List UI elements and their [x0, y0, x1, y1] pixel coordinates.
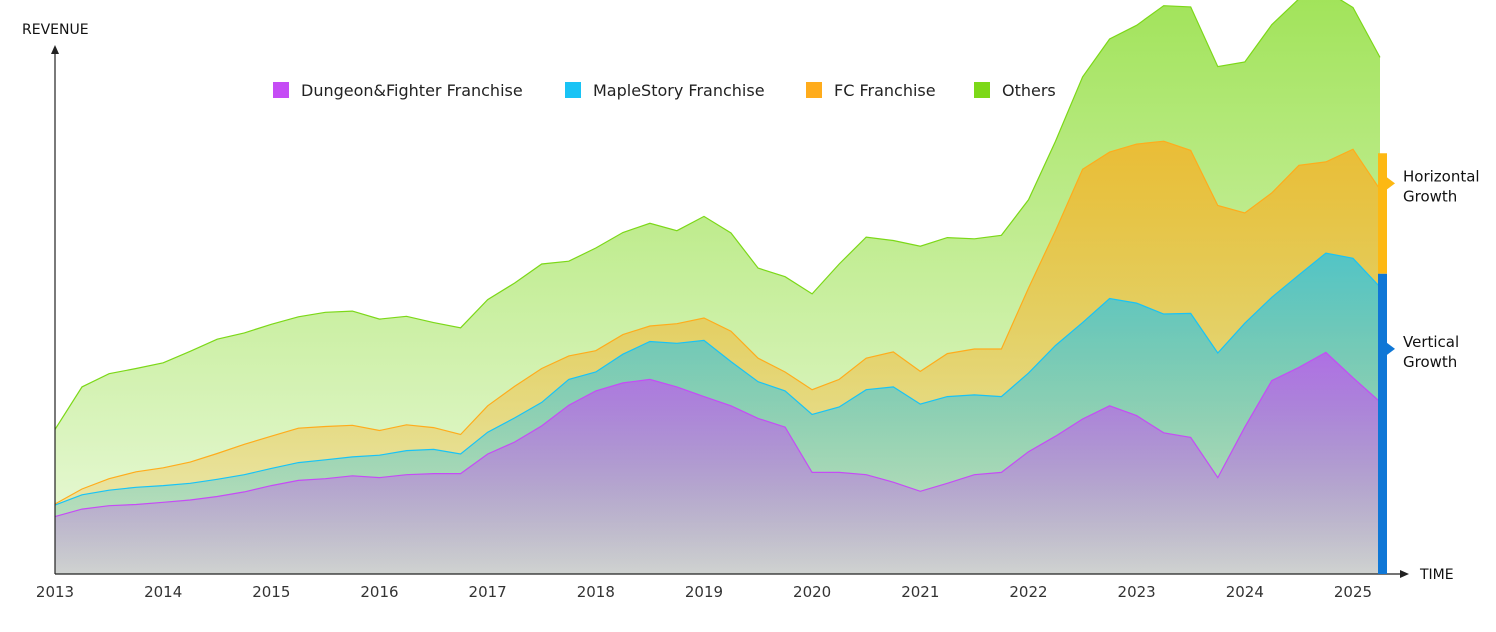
x-tick-labels: 2013 2014 2015 2016 2017 2018 2019 2020 2021 2022… — [36, 583, 1372, 601]
horizontal-growth-bar — [1378, 153, 1387, 274]
legend-swatch-fc-franchise — [806, 82, 822, 98]
x-tick-label: 2019 — [685, 583, 723, 601]
x-tick-label: 2018 — [577, 583, 615, 601]
vertical-growth-pointer — [1387, 342, 1395, 355]
x-tick-label: 2014 — [144, 583, 182, 601]
x-tick-label: 2015 — [252, 583, 290, 601]
x-tick-label: 2021 — [901, 583, 939, 601]
legend-label-others: Others — [1002, 81, 1056, 100]
area-dungeon-fighter-franchise — [55, 352, 1380, 574]
x-tick-label: 2024 — [1226, 583, 1264, 601]
legend-swatch-maplestory-franchise — [565, 82, 581, 98]
vertical-growth-label: Growth — [1403, 353, 1457, 371]
horizontal-growth-label: Growth — [1403, 187, 1457, 205]
x-tick-label: 2022 — [1009, 583, 1047, 601]
line-fc-franchise — [54, 140, 1381, 505]
area-series-group — [54, 0, 1381, 574]
vertical-growth-label: Vertical — [1403, 333, 1459, 351]
legend: Dungeon&Fighter Franchise MapleStory Fran… — [273, 81, 1056, 100]
y-axis-title: REVENUE — [22, 22, 89, 38]
line-others — [54, 0, 1381, 430]
y-axis-arrow — [51, 45, 59, 54]
x-axis-title: TIME — [1419, 567, 1454, 583]
x-tick-label: 2017 — [469, 583, 507, 601]
legend-swatch-dungeon-fighter-franchise — [273, 82, 289, 98]
line-dungeon-fighter-franchise — [54, 351, 1381, 518]
line-maplestory-franchise — [54, 252, 1381, 506]
horizontal-growth-label: Horizontal — [1403, 167, 1480, 185]
vertical-growth-bar — [1378, 273, 1387, 574]
legend-label-maplestory-franchise: MapleStory Franchise — [593, 81, 765, 100]
x-tick-label: 2013 — [36, 583, 74, 601]
x-tick-label: 2020 — [793, 583, 831, 601]
x-tick-label: 2023 — [1118, 583, 1156, 601]
horizontal-growth-pointer — [1387, 177, 1395, 190]
legend-label-dungeon-fighter-franchise: Dungeon&Fighter Franchise — [301, 81, 523, 100]
legend-label-fc-franchise: FC Franchise — [834, 81, 936, 100]
growth-annotations: Horizontal Growth Vertical Growth — [1378, 153, 1480, 574]
x-tick-label: 2016 — [360, 583, 398, 601]
x-axis-arrow — [1400, 570, 1409, 578]
legend-swatch-others — [974, 82, 990, 98]
x-tick-label: 2025 — [1334, 583, 1372, 601]
